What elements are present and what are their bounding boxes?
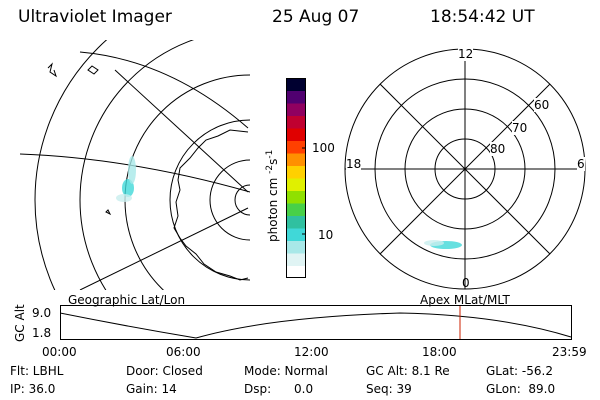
colorbar-tick-100: 100 [312, 141, 335, 155]
colorbar-cell [286, 253, 306, 266]
polar-ring-label-70: 70 [512, 121, 528, 135]
fov-boundary [79, 51, 249, 129]
aurora-emission [116, 194, 132, 202]
colorbar-cell [286, 140, 306, 154]
latitude-circle [34, 40, 108, 290]
colorbar-label: photon cm -2s-1 [265, 149, 280, 242]
polar-label-right: 6 [577, 157, 585, 171]
longitude-line [114, 69, 249, 193]
coastline [173, 129, 249, 281]
latitude-circle [124, 74, 250, 290]
info-ip: IP: 36.0 [10, 382, 56, 396]
colorbar-cell [286, 103, 306, 116]
colorbar-cell [286, 190, 306, 204]
image-time: 18:54:42 UT [430, 7, 535, 27]
colorbar-cell [286, 265, 306, 278]
colorbar-cell [286, 203, 306, 216]
track-ytick-top: 9.0 [32, 306, 52, 320]
polar-ring-label-60: 60 [534, 98, 550, 112]
colorbar-cell [286, 240, 306, 254]
polar-label-top: 12 [458, 47, 474, 61]
altitude-curve [60, 312, 572, 339]
colorbar-cell [286, 115, 306, 129]
latitude-circle [169, 119, 250, 281]
color-scale [286, 78, 306, 278]
aurora-emission [424, 240, 444, 246]
image-date: 25 Aug 07 [272, 7, 360, 27]
info-glat: GLat: -56.2 [486, 364, 553, 378]
geographic-map [20, 40, 250, 290]
track-left-title: Geographic Lat/Lon [68, 293, 186, 307]
app-title: Ultraviolet Imager [18, 7, 172, 27]
info-gc-alt: GC Alt: 8.1 Re [366, 364, 450, 378]
track-xtick: 23:59 [552, 345, 587, 359]
info-dsp: Dsp: 0.0 [244, 382, 314, 396]
polar-label-left: 18 [346, 157, 362, 171]
polar-plot [344, 48, 586, 290]
altitude-track [60, 305, 572, 340]
track-right-title: Apex MLat/MLT [420, 293, 510, 307]
latitude-circle [209, 159, 250, 241]
info-door: Door: Closed [126, 364, 203, 378]
track-xtick: 12:00 [294, 345, 329, 359]
colorbar-cell [286, 128, 306, 141]
track-xtick: 18:00 [422, 345, 457, 359]
latitude-circle [234, 184, 250, 216]
coastline [87, 65, 99, 75]
polar-axis [379, 83, 551, 255]
info-filter: Flt: LBHL [10, 364, 64, 378]
colorbar-cell [286, 178, 306, 191]
info-seq: Seq: 39 [366, 382, 412, 396]
coastline [47, 62, 57, 78]
track-xtick: 06:00 [166, 345, 201, 359]
colorbar-cell [286, 78, 306, 91]
info-mode: Mode: Normal [244, 364, 328, 378]
track-ytick-bottom: 1.8 [32, 326, 52, 340]
polar-label-bottom: 0 [462, 276, 470, 290]
colorbar-tick-10: 10 [318, 228, 334, 242]
track-axis-label: GC Alt [13, 304, 27, 342]
track-xtick: 00:00 [42, 345, 77, 359]
polar-ring-label-80: 80 [490, 142, 506, 156]
colorbar-cell [286, 215, 306, 229]
latitude-circle [79, 40, 195, 290]
colorbar-cell [286, 90, 306, 104]
info-glon: GLon: 89.0 [486, 382, 556, 396]
aurora-emission [128, 156, 136, 184]
coastline [105, 209, 112, 216]
longitude-line [79, 207, 249, 290]
colorbar-cell [286, 165, 306, 179]
colorbar-cell [286, 228, 306, 241]
info-gain: Gain: 14 [126, 382, 177, 396]
colorbar-cell [286, 153, 306, 166]
